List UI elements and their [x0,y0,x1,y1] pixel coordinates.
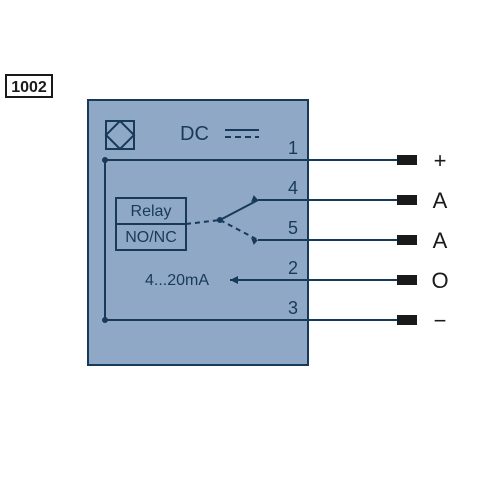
relay-label-bottom: NO/NC [125,229,177,246]
dc-label: DC [180,123,209,145]
pin-number-1: 1 [288,138,298,158]
pin-number-4: 4 [288,178,298,198]
pin-number-3: 3 [288,298,298,318]
pin-symbol-5: A [433,228,448,253]
pin-symbol-4: A [433,188,448,213]
pin-number-5: 5 [288,218,298,238]
relay-label-top: Relay [131,203,172,220]
pin-symbol-3: − [434,308,447,333]
current-range-label: 4...20mA [145,272,209,289]
pin-number-2: 2 [288,258,298,278]
pin-symbol-2: O [431,268,448,293]
diagram-number: 1002 [11,79,47,96]
pin-symbol-1: + [434,148,447,173]
